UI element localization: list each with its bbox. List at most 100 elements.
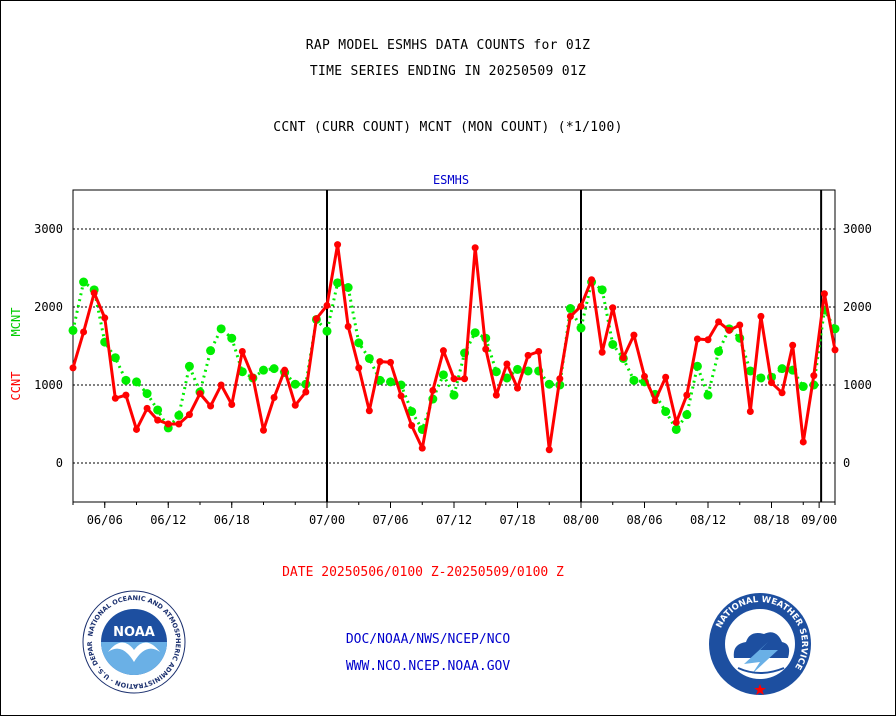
data-point-mcnt <box>206 346 216 356</box>
series-mcnt <box>68 277 840 434</box>
data-point-ccnt <box>545 446 553 454</box>
noaa-logo: NATIONAL OCEANIC AND ATMOSPHERIC ADMINIS… <box>82 590 186 694</box>
data-point-mcnt <box>322 326 332 336</box>
data-point-ccnt <box>143 404 151 412</box>
data-point-mcnt <box>290 379 300 389</box>
data-point-ccnt <box>683 391 691 399</box>
data-point-mcnt <box>407 407 417 417</box>
data-point-ccnt <box>461 375 469 383</box>
date-range-label: DATE 20250506/0100 Z-20250509/0100 Z <box>282 565 564 580</box>
x-tick-label: 09/00 <box>801 513 837 527</box>
noaa-logo-text: NOAA <box>113 625 155 640</box>
data-point-ccnt <box>217 381 225 389</box>
plot-border <box>72 189 836 503</box>
data-point-ccnt <box>175 420 183 428</box>
data-point-ccnt <box>408 422 416 430</box>
series-line-mcnt <box>71 280 837 431</box>
data-point-ccnt <box>524 351 532 359</box>
data-point-ccnt <box>302 388 310 396</box>
series-layer <box>68 241 840 454</box>
data-point-ccnt <box>778 389 786 397</box>
data-point-mcnt <box>269 364 279 374</box>
chart-title-line1: RAP MODEL ESMHS DATA COUNTS for 01Z <box>305 38 591 53</box>
data-point-mcnt <box>333 278 343 288</box>
series-ccnt <box>69 241 839 454</box>
data-point-ccnt <box>609 304 617 312</box>
data-point-ccnt <box>535 347 543 355</box>
y-tick-label-left: 0 <box>56 456 63 470</box>
data-point-ccnt <box>482 345 490 353</box>
data-point-ccnt <box>154 416 162 424</box>
data-point-ccnt <box>122 391 130 399</box>
x-tick-label: 08/12 <box>690 513 726 527</box>
data-point-ccnt <box>693 335 701 343</box>
data-point-mcnt <box>259 365 268 375</box>
data-point-ccnt <box>228 401 236 408</box>
y-tick-label-right: 0 <box>843 456 850 470</box>
data-point-ccnt <box>207 402 215 410</box>
data-point-ccnt <box>344 323 352 330</box>
chart-subtitle: CCNT (CURR COUNT) MCNT (MON COUNT) (*1/1… <box>273 120 623 135</box>
data-point-ccnt <box>69 364 77 372</box>
y-tick-label-right: 3000 <box>843 222 872 236</box>
data-point-ccnt <box>450 375 458 383</box>
data-point-ccnt <box>418 444 426 452</box>
data-point-ccnt <box>291 401 299 409</box>
data-point-ccnt <box>185 411 193 419</box>
data-point-ccnt <box>820 290 828 298</box>
data-point-ccnt <box>588 276 596 284</box>
data-point-mcnt <box>470 328 480 338</box>
data-point-ccnt <box>387 358 394 366</box>
data-point-ccnt <box>831 346 839 354</box>
data-point-mcnt <box>544 379 554 389</box>
x-tick-label: 06/12 <box>150 513 186 527</box>
data-point-ccnt <box>281 366 289 374</box>
data-point-ccnt <box>514 384 521 392</box>
data-point-ccnt <box>799 438 807 446</box>
data-point-mcnt <box>110 353 120 363</box>
data-point-ccnt <box>260 426 267 434</box>
data-point-mcnt <box>386 377 395 387</box>
data-point-mcnt <box>502 373 512 383</box>
data-point-mcnt <box>576 323 586 333</box>
x-tick-label: 07/18 <box>499 513 535 527</box>
data-point-mcnt <box>597 285 607 295</box>
data-point-mcnt <box>364 353 374 363</box>
x-tick-label: 06/06 <box>87 513 123 527</box>
data-point-ccnt <box>736 321 744 329</box>
data-point-mcnt <box>216 324 226 334</box>
data-point-ccnt <box>641 372 648 380</box>
x-tick-label: 08/00 <box>563 513 599 527</box>
data-point-ccnt <box>704 336 712 344</box>
y-tick-label-right: 2000 <box>843 300 872 314</box>
data-point-ccnt <box>556 375 564 383</box>
data-point-ccnt <box>111 394 119 402</box>
x-tick-label: 07/12 <box>436 513 472 527</box>
grid-lines <box>73 228 835 464</box>
data-point-mcnt <box>343 283 353 292</box>
x-tick-label: 07/06 <box>372 513 408 527</box>
data-point-mcnt <box>227 333 237 343</box>
data-point-ccnt <box>355 364 363 372</box>
data-point-mcnt <box>714 346 724 356</box>
org-path-text: DOC/NOAA/NWS/NCEP/NCO <box>345 632 511 647</box>
time-series-chart: ESMHS CCNT MCNT 0 0 1000 1000 2000 2000 3000 30… <box>9 173 872 527</box>
data-point-mcnt <box>661 407 671 417</box>
data-point-mcnt <box>121 375 131 385</box>
data-point-mcnt <box>692 361 702 371</box>
data-point-ccnt <box>630 331 638 339</box>
data-point-ccnt <box>80 328 88 336</box>
data-point-mcnt <box>629 375 639 385</box>
data-point-mcnt <box>174 410 184 420</box>
plot-title: ESMHS <box>433 173 469 187</box>
data-point-mcnt <box>777 364 787 374</box>
data-point-mcnt <box>671 424 681 434</box>
data-point-mcnt <box>523 366 533 376</box>
axes: 0 0 1000 1000 2000 2000 3000 3000 06/06 06/12 06/1… <box>34 189 872 527</box>
data-point-ccnt <box>651 397 659 405</box>
data-point-ccnt <box>492 391 500 399</box>
data-point-ccnt <box>471 244 479 252</box>
data-point-mcnt <box>449 390 459 400</box>
data-point-ccnt <box>598 348 606 356</box>
data-point-mcnt <box>798 382 808 392</box>
